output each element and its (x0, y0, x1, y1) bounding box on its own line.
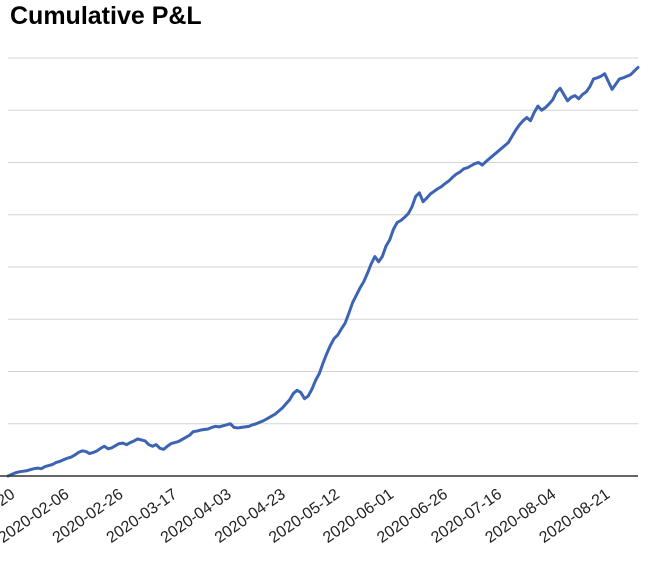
series-line-0 (6, 65, 640, 478)
x-tick-labels: 2020-01-202020-02-062020-02-262020-03-17… (0, 486, 613, 547)
series-layer (6, 65, 640, 478)
chart-title: Cumulative P&L (10, 2, 202, 30)
gridlines (8, 57, 638, 425)
